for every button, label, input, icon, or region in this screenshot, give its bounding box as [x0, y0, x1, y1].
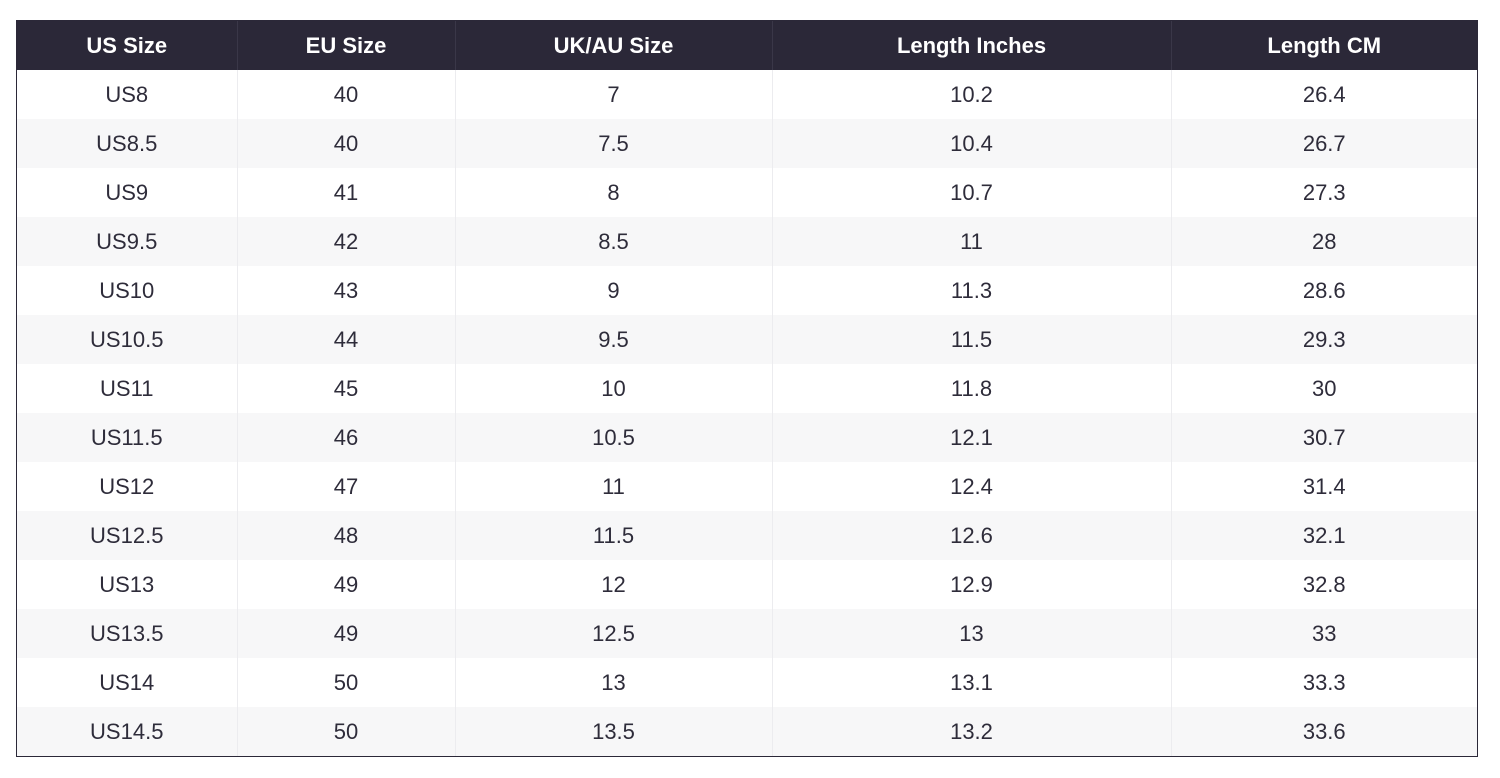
eu-size-cell: 41	[237, 168, 456, 217]
uk-au-size-cell: 8.5	[455, 217, 773, 266]
uk-au-size-cell: 9	[455, 266, 773, 315]
length-cm-cell: 30.7	[1171, 413, 1477, 462]
length-inches-cell: 13	[772, 609, 1172, 658]
uk-au-size-cell: 7	[455, 70, 773, 119]
eu-size-cell: 47	[237, 462, 456, 511]
us-size-cell: US14.5	[17, 707, 238, 756]
us-size-cell: US10	[17, 266, 238, 315]
length-inches-cell: 11.3	[772, 266, 1172, 315]
length-cm-cell: 27.3	[1171, 168, 1477, 217]
length-inches-cell: 12.1	[772, 413, 1172, 462]
uk-au-size-cell: 10	[455, 364, 773, 413]
uk-au-size-cell: 12	[455, 560, 773, 609]
column-header-length-inches: Length Inches	[772, 21, 1172, 70]
uk-au-size-cell: 13	[455, 658, 773, 707]
table-row: US12 47 11 12.4 31.4	[17, 462, 1477, 511]
uk-au-size-cell: 12.5	[455, 609, 773, 658]
size-chart: US Size EU Size UK/AU Size Length Inches…	[16, 20, 1478, 757]
length-inches-cell: 12.9	[772, 560, 1172, 609]
length-cm-cell: 33	[1171, 609, 1477, 658]
eu-size-cell: 45	[237, 364, 456, 413]
table-row: US11.5 46 10.5 12.1 30.7	[17, 413, 1477, 462]
column-header-length-cm: Length CM	[1171, 21, 1477, 70]
length-cm-cell: 31.4	[1171, 462, 1477, 511]
eu-size-cell: 44	[237, 315, 456, 364]
uk-au-size-cell: 13.5	[455, 707, 773, 756]
table-row: US14 50 13 13.1 33.3	[17, 658, 1477, 707]
table-row: US10 43 9 11.3 28.6	[17, 266, 1477, 315]
table-row: US9.5 42 8.5 11 28	[17, 217, 1477, 266]
eu-size-cell: 46	[237, 413, 456, 462]
us-size-cell: US13.5	[17, 609, 238, 658]
length-inches-cell: 10.7	[772, 168, 1172, 217]
eu-size-cell: 50	[237, 658, 456, 707]
column-header-us-size: US Size	[17, 21, 238, 70]
eu-size-cell: 48	[237, 511, 456, 560]
length-cm-cell: 33.6	[1171, 707, 1477, 756]
column-header-uk-au-size: UK/AU Size	[455, 21, 773, 70]
length-inches-cell: 10.2	[772, 70, 1172, 119]
length-cm-cell: 26.7	[1171, 119, 1477, 168]
table-row: US11 45 10 11.8 30	[17, 364, 1477, 413]
length-cm-cell: 32.1	[1171, 511, 1477, 560]
us-size-cell: US12.5	[17, 511, 238, 560]
length-inches-cell: 10.4	[772, 119, 1172, 168]
length-inches-cell: 11.8	[772, 364, 1172, 413]
eu-size-cell: 50	[237, 707, 456, 756]
us-size-cell: US10.5	[17, 315, 238, 364]
uk-au-size-cell: 11	[455, 462, 773, 511]
us-size-cell: US9	[17, 168, 238, 217]
table-row: US12.5 48 11.5 12.6 32.1	[17, 511, 1477, 560]
length-inches-cell: 12.4	[772, 462, 1172, 511]
uk-au-size-cell: 7.5	[455, 119, 773, 168]
header-row: US Size EU Size UK/AU Size Length Inches…	[17, 21, 1477, 70]
us-size-cell: US11	[17, 364, 238, 413]
length-inches-cell: 13.1	[772, 658, 1172, 707]
uk-au-size-cell: 10.5	[455, 413, 773, 462]
table-row: US8.5 40 7.5 10.4 26.7	[17, 119, 1477, 168]
eu-size-cell: 40	[237, 119, 456, 168]
table-row: US13.5 49 12.5 13 33	[17, 609, 1477, 658]
length-cm-cell: 26.4	[1171, 70, 1477, 119]
length-inches-cell: 13.2	[772, 707, 1172, 756]
us-size-cell: US9.5	[17, 217, 238, 266]
uk-au-size-cell: 8	[455, 168, 773, 217]
length-cm-cell: 33.3	[1171, 658, 1477, 707]
us-size-cell: US11.5	[17, 413, 238, 462]
us-size-cell: US14	[17, 658, 238, 707]
us-size-cell: US13	[17, 560, 238, 609]
length-cm-cell: 28	[1171, 217, 1477, 266]
length-inches-cell: 11.5	[772, 315, 1172, 364]
eu-size-cell: 43	[237, 266, 456, 315]
table-row: US8 40 7 10.2 26.4	[17, 70, 1477, 119]
uk-au-size-cell: 9.5	[455, 315, 773, 364]
column-header-eu-size: EU Size	[237, 21, 456, 70]
eu-size-cell: 42	[237, 217, 456, 266]
eu-size-cell: 49	[237, 560, 456, 609]
us-size-cell: US8.5	[17, 119, 238, 168]
length-inches-cell: 11	[772, 217, 1172, 266]
eu-size-cell: 40	[237, 70, 456, 119]
length-cm-cell: 28.6	[1171, 266, 1477, 315]
us-size-cell: US12	[17, 462, 238, 511]
size-chart-table: US Size EU Size UK/AU Size Length Inches…	[17, 21, 1477, 756]
table-row: US14.5 50 13.5 13.2 33.6	[17, 707, 1477, 756]
table-row: US13 49 12 12.9 32.8	[17, 560, 1477, 609]
table-row: US10.5 44 9.5 11.5 29.3	[17, 315, 1477, 364]
length-cm-cell: 32.8	[1171, 560, 1477, 609]
length-cm-cell: 30	[1171, 364, 1477, 413]
table-row: US9 41 8 10.7 27.3	[17, 168, 1477, 217]
length-inches-cell: 12.6	[772, 511, 1172, 560]
eu-size-cell: 49	[237, 609, 456, 658]
table-body: US8 40 7 10.2 26.4 US8.5 40 7.5 10.4 26.7 US9 41 8 10…	[17, 70, 1477, 756]
table-header: US Size EU Size UK/AU Size Length Inches…	[17, 21, 1477, 70]
us-size-cell: US8	[17, 70, 238, 119]
uk-au-size-cell: 11.5	[455, 511, 773, 560]
length-cm-cell: 29.3	[1171, 315, 1477, 364]
